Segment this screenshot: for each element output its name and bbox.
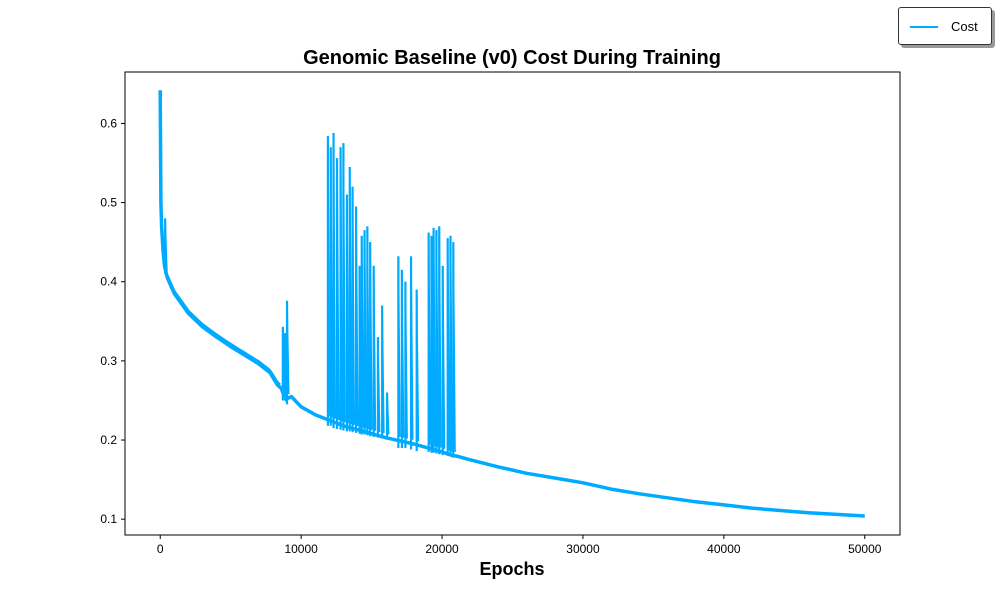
spike-edge-0 — [164, 218, 168, 273]
spike-edge-6 — [329, 147, 334, 418]
legend-label-cost: Cost — [951, 19, 978, 34]
spike-edge-34 — [441, 265, 446, 449]
x-tick-label-5: 50000 — [848, 542, 882, 556]
series-line-cost — [158, 90, 865, 518]
spike-edge-35 — [446, 238, 451, 451]
spike-edge-20 — [372, 265, 377, 431]
spike-edge-12 — [348, 166, 353, 425]
spike-edge-5 — [327, 136, 331, 417]
spike-edge-33 — [438, 226, 442, 448]
x-axis: 0 10000 20000 30000 40000 50000 — [157, 535, 882, 556]
spike-edge-23 — [386, 392, 390, 435]
x-tick-label-3: 30000 — [566, 542, 600, 556]
spike-edge-22 — [381, 305, 385, 434]
x-tick-label-2: 20000 — [425, 542, 459, 556]
y-tick-label-0: 0.1 — [100, 512, 117, 526]
x-tick-label-0: 0 — [157, 542, 164, 556]
spike-edge-7 — [332, 132, 337, 419]
series-layer — [158, 90, 865, 518]
spike-edge-14 — [355, 206, 359, 426]
spike-edge-28 — [415, 289, 420, 442]
spike-edge-19 — [369, 242, 373, 430]
x-tick-label-4: 40000 — [707, 542, 741, 556]
legend-swatch-cost — [910, 26, 938, 28]
y-tick-label-4: 0.5 — [100, 196, 117, 210]
plot-frame — [124, 71, 901, 536]
y-axis: 0.1 0.2 0.3 0.4 0.5 0.6 — [100, 116, 125, 526]
x-axis-label: Epochs — [479, 559, 544, 579]
y-tick-label-1: 0.2 — [100, 433, 117, 447]
spike-edge-29 — [427, 232, 432, 445]
spike-edge-13 — [351, 186, 356, 425]
spike-edge-36 — [449, 235, 453, 452]
chart-title: Genomic Baseline (v0) Cost During Traini… — [303, 47, 721, 69]
legend: Cost — [898, 7, 992, 45]
spike-edge-18 — [366, 226, 370, 430]
y-tick-label-3: 0.4 — [100, 275, 117, 289]
spike-edge-27 — [410, 256, 414, 440]
spike-edge-37 — [452, 242, 456, 452]
spike-edge-11 — [346, 194, 350, 424]
spike-edge-17 — [363, 230, 368, 429]
spike-edge-4 — [286, 300, 290, 394]
spike-edge-31 — [432, 227, 437, 447]
y-tick-label-2: 0.3 — [100, 354, 117, 368]
y-tick-label-5: 0.6 — [100, 116, 117, 130]
spike-edge-26 — [404, 281, 408, 439]
series-band-cost — [166, 274, 281, 386]
spike-edge-8 — [336, 158, 340, 420]
spike-edge-21 — [377, 337, 381, 433]
spike-edge-10 — [342, 143, 346, 423]
spike-edge-24 — [397, 256, 401, 437]
spike-edge-9 — [339, 147, 344, 422]
spike-edge-32 — [435, 230, 439, 447]
spike-edge-16 — [360, 235, 365, 428]
spike-edge-25 — [401, 269, 405, 438]
x-tick-label-1: 10000 — [284, 542, 318, 556]
